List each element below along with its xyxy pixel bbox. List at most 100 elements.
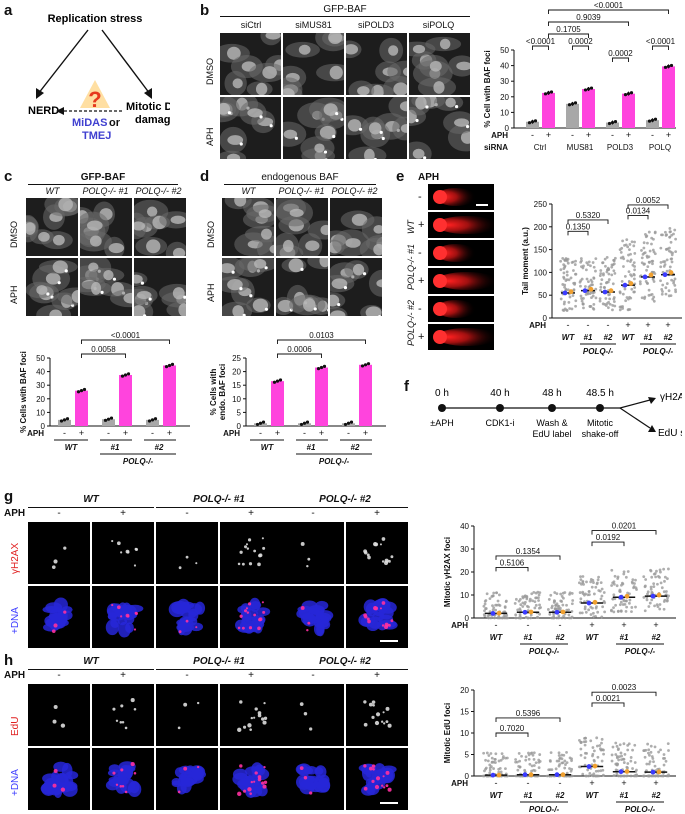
data-point (646, 592, 649, 596)
data-point (626, 762, 630, 765)
replicate-mean (662, 272, 668, 278)
data-point (568, 307, 572, 310)
data-point (658, 568, 662, 572)
data-point (562, 302, 566, 306)
h-foci-image (156, 684, 218, 746)
y-tick-label: 0 (465, 772, 470, 781)
data-point (517, 752, 521, 755)
replicate-mean (628, 281, 634, 286)
data-point (663, 756, 667, 760)
aph-sign: - (63, 428, 66, 438)
significance-bracket (567, 219, 609, 224)
data-point (554, 767, 558, 771)
h-dna-image (220, 748, 282, 810)
y-axis-label: endo. BAF foci (218, 364, 227, 420)
data-point (610, 753, 614, 757)
data-point (659, 748, 662, 752)
comet-aph-sign: + (418, 219, 425, 231)
data-point (486, 759, 490, 763)
data-point (583, 88, 588, 92)
data-point (491, 608, 495, 612)
data-point (514, 597, 518, 601)
data-point (565, 750, 568, 754)
data-point (663, 579, 666, 583)
data-point (580, 277, 584, 281)
data-point (673, 283, 677, 287)
data-point (633, 290, 636, 294)
data-point (591, 283, 594, 287)
data-point (615, 744, 619, 748)
data-point (550, 606, 554, 610)
data-point (626, 591, 630, 595)
replicate-mean (496, 610, 502, 616)
data-point (667, 594, 670, 598)
data-point (594, 296, 598, 300)
step-wash: Wash & (536, 418, 567, 428)
output-gh2ax: γH2AX (660, 392, 682, 403)
data-point (651, 262, 654, 266)
data-point (612, 610, 616, 614)
data-point (585, 277, 589, 281)
data-point (662, 590, 666, 594)
data-point (626, 748, 630, 752)
comet-aph-sign: - (418, 303, 422, 315)
data-point (485, 592, 489, 596)
data-point (537, 766, 541, 770)
data-point (625, 765, 629, 769)
data-point (620, 280, 624, 283)
data-point (626, 92, 631, 96)
data-point (657, 750, 661, 754)
aph-sign: - (567, 320, 570, 330)
p-value-label: 0.0134 (626, 206, 651, 215)
data-point (530, 592, 534, 596)
data-point (630, 287, 634, 291)
data-point (599, 285, 603, 289)
data-point (662, 607, 666, 611)
x-tick-label: #2 (652, 633, 661, 642)
data-point (592, 276, 596, 280)
data-point (532, 757, 536, 761)
b-column-label: siPOLQ (422, 20, 455, 30)
data-point (606, 306, 610, 310)
data-point (644, 235, 648, 239)
data-point (613, 271, 617, 275)
data-point (597, 774, 601, 778)
panel-a-diagram: Replication stress NERD Mitotic DNA dama… (28, 13, 170, 142)
data-point (316, 367, 321, 371)
data-point (664, 759, 668, 763)
y-tick-label: 50 (538, 291, 547, 300)
y-tick-label: 10 (36, 408, 45, 417)
data-point (581, 580, 585, 583)
data-point (592, 581, 595, 584)
data-point (574, 299, 578, 303)
data-point (662, 753, 666, 756)
data-point (650, 598, 654, 602)
y-tick-label: 200 (534, 223, 548, 232)
data-point (653, 252, 657, 256)
data-point (538, 760, 542, 763)
data-point (647, 230, 651, 234)
data-point (626, 744, 630, 747)
data-point (660, 586, 664, 590)
data-point (614, 741, 618, 745)
h-group-label: WT (83, 656, 99, 667)
p-value-label: 0.0006 (287, 345, 312, 354)
data-point (651, 757, 655, 760)
data-point (605, 255, 609, 259)
data-point (565, 278, 569, 282)
data-point (642, 596, 646, 599)
data-point (591, 746, 595, 749)
h-row-label-foci: EdU (10, 716, 21, 736)
data-point (497, 759, 501, 763)
data-point (604, 264, 607, 268)
data-point (521, 596, 525, 600)
x-tick-label: POLQ (649, 143, 671, 152)
data-point (484, 758, 487, 762)
data-point (653, 745, 657, 749)
data-point (648, 261, 651, 264)
data-point (663, 65, 668, 69)
timeline-dot-48-5 (596, 404, 604, 412)
data-point (494, 608, 498, 612)
data-point (570, 615, 574, 619)
data-point (631, 578, 635, 582)
